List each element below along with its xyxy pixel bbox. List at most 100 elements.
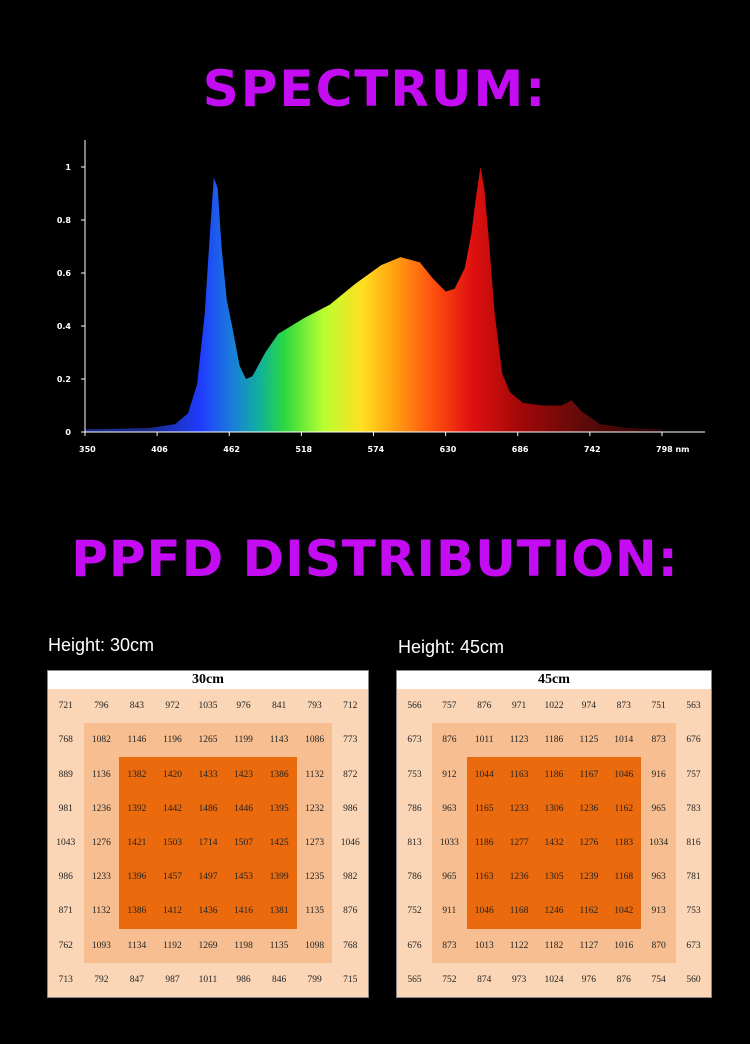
ppfd-cell: 1016 bbox=[606, 928, 642, 963]
ppfd-cell: 1507 bbox=[225, 825, 262, 861]
ppfd-cell: 972 bbox=[154, 689, 191, 724]
y-tick-label: 0.8 bbox=[57, 216, 72, 225]
ppfd-cell: 1396 bbox=[119, 860, 155, 895]
ppfd-grid-45cm: 45cm 566 757 876 971 1022 974 873 751 563 673 876 1… bbox=[396, 670, 712, 998]
ppfd-cell: 1146 bbox=[119, 723, 155, 758]
x-tick-label: 742 bbox=[584, 445, 601, 454]
ppfd-cell: 1276 bbox=[571, 825, 607, 861]
ppfd-cell: 1135 bbox=[296, 894, 333, 929]
ppfd-cell: 792 bbox=[83, 962, 120, 997]
ppfd-cell: 751 bbox=[641, 689, 677, 724]
ppfd-cell: 873 bbox=[606, 689, 642, 724]
ppfd-cell: 713 bbox=[48, 962, 84, 997]
ppfd-cell: 1421 bbox=[119, 825, 155, 861]
ppfd-cell: 913 bbox=[641, 894, 677, 929]
ppfd-cell: 1306 bbox=[536, 791, 572, 826]
ppfd-cell: 1432 bbox=[536, 825, 572, 861]
ppfd-cell: 753 bbox=[676, 894, 711, 929]
ppfd-cell: 1168 bbox=[606, 860, 642, 895]
ppfd-cell: 1163 bbox=[466, 860, 502, 895]
ppfd-cell: 876 bbox=[332, 894, 368, 929]
y-tick-label: 0.6 bbox=[57, 269, 72, 278]
x-tick-label: 406 bbox=[151, 445, 168, 454]
ppfd-cell: 976 bbox=[571, 962, 607, 997]
ppfd-cell: 1013 bbox=[466, 928, 502, 963]
ppfd-cell: 752 bbox=[397, 894, 432, 929]
ppfd-cell: 673 bbox=[676, 928, 711, 963]
ppfd-cell: 876 bbox=[431, 723, 467, 758]
ppfd-cell: 986 bbox=[225, 962, 262, 997]
x-tick-label: 798 nm bbox=[656, 445, 690, 454]
ppfd-cell: 1714 bbox=[190, 825, 226, 861]
ppfd-cell: 1239 bbox=[571, 860, 607, 895]
ppfd-cell: 757 bbox=[676, 757, 711, 792]
ppfd-cell: 565 bbox=[397, 962, 432, 997]
ppfd-cell: 752 bbox=[431, 962, 467, 997]
ppfd-cell: 1186 bbox=[536, 723, 572, 758]
grid-30-label: Height: 30cm bbox=[48, 635, 155, 655]
ppfd-cell: 986 bbox=[48, 860, 84, 895]
ppfd-cell: 1182 bbox=[536, 928, 572, 963]
x-tick-label: 350 bbox=[79, 445, 96, 454]
ppfd-cell: 1125 bbox=[571, 723, 607, 758]
ppfd-cell: 754 bbox=[641, 962, 677, 997]
ppfd-cell: 986 bbox=[332, 791, 368, 826]
ppfd-cell: 1011 bbox=[466, 723, 502, 758]
ppfd-cell: 1236 bbox=[83, 791, 120, 826]
ppfd-cell: 566 bbox=[397, 689, 432, 724]
ppfd-cell: 1265 bbox=[190, 723, 226, 758]
ppfd-cell: 1425 bbox=[261, 825, 297, 861]
grid-header: 45cm bbox=[538, 672, 570, 687]
ppfd-cell: 1046 bbox=[606, 757, 642, 792]
ppfd-cell: 1183 bbox=[606, 825, 642, 861]
ppfd-cell: 1011 bbox=[190, 962, 226, 997]
ppfd-cell: 1082 bbox=[83, 723, 120, 758]
spectrum-area bbox=[85, 167, 662, 432]
x-tick-label: 518 bbox=[295, 445, 312, 454]
ppfd-cell: 757 bbox=[431, 689, 467, 724]
ppfd-cell: 1168 bbox=[501, 894, 537, 929]
ppfd-cell: 873 bbox=[641, 723, 677, 758]
ppfd-cell: 1143 bbox=[261, 723, 297, 758]
ppfd-cell: 1457 bbox=[154, 860, 191, 895]
ppfd-cell: 1236 bbox=[501, 860, 537, 895]
ppfd-cell: 1192 bbox=[154, 928, 191, 963]
ppfd-cell: 1486 bbox=[190, 791, 226, 826]
ppfd-cell: 1382 bbox=[119, 757, 155, 792]
ppfd-cell: 1033 bbox=[431, 825, 467, 861]
ppfd-cell: 916 bbox=[641, 757, 677, 792]
ppfd-cell: 1423 bbox=[225, 757, 262, 792]
ppfd-cell: 1277 bbox=[501, 825, 537, 861]
ppfd-cell: 721 bbox=[48, 689, 84, 724]
ppfd-cell: 965 bbox=[431, 860, 467, 895]
ppfd-grid-30cm: 30cm 721 796 843 972 1035 976 841 793 712 768 1082… bbox=[47, 670, 369, 998]
ppfd-cell: 1167 bbox=[571, 757, 607, 792]
ppfd-cell: 1132 bbox=[296, 757, 333, 792]
y-tick-label: 0.4 bbox=[57, 322, 72, 331]
ppfd-cell: 1395 bbox=[261, 791, 297, 826]
spectrum-title: SPECTRUM: bbox=[202, 60, 548, 118]
ppfd-cell: 1135 bbox=[261, 928, 297, 963]
ppfd-title: PPFD DISTRIBUTION: bbox=[71, 530, 679, 588]
ppfd-cell: 1199 bbox=[225, 723, 262, 758]
ppfd-cell: 712 bbox=[332, 689, 368, 724]
x-tick-label: 686 bbox=[512, 445, 529, 454]
ppfd-cell: 843 bbox=[119, 689, 155, 724]
ppfd-cell: 1134 bbox=[119, 928, 155, 963]
ppfd-cell: 846 bbox=[261, 962, 297, 997]
ppfd-cell: 1399 bbox=[261, 860, 297, 895]
x-tick-label: 630 bbox=[440, 445, 457, 454]
ppfd-cell: 987 bbox=[154, 962, 191, 997]
ppfd-cell: 1386 bbox=[119, 894, 155, 929]
ppfd-cell: 1246 bbox=[536, 894, 572, 929]
ppfd-cell: 783 bbox=[676, 791, 711, 826]
ppfd-cell: 563 bbox=[676, 689, 711, 724]
ppfd-cell: 1235 bbox=[296, 860, 333, 895]
ppfd-cell: 841 bbox=[261, 689, 297, 724]
ppfd-cell: 1236 bbox=[571, 791, 607, 826]
ppfd-cell: 1034 bbox=[641, 825, 677, 861]
ppfd-cell: 876 bbox=[606, 962, 642, 997]
ppfd-cell: 981 bbox=[48, 791, 84, 826]
ppfd-cell: 911 bbox=[431, 894, 467, 929]
ppfd-cell: 1014 bbox=[606, 723, 642, 758]
